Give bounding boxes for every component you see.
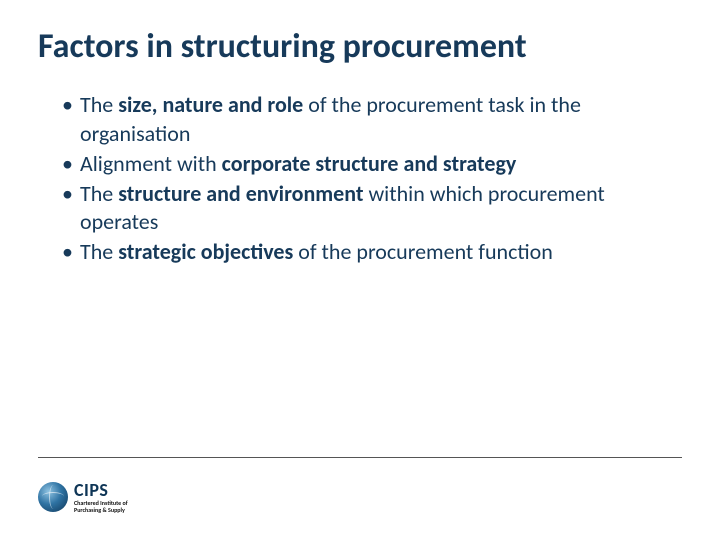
logo-subtitle-line2: Purchasing & Supply (74, 507, 128, 514)
logo-subtitle-line1: Chartered Institute of (74, 500, 128, 507)
bullet-item: The size, nature and role of the procure… (62, 91, 682, 147)
logo-text-block: CIPS Chartered Institute of Purchasing &… (74, 481, 128, 514)
logo-acronym: CIPS (74, 481, 128, 499)
bullet-text-pre: The (80, 91, 118, 118)
bullet-text-bold: size, nature and role (118, 91, 308, 118)
bullet-text-bold: corporate structure and strategy (222, 150, 517, 177)
bullet-text-bold: structure and environment (118, 180, 368, 207)
bullet-text-post: of the procurement function (298, 238, 553, 265)
bullet-list: The size, nature and role of the procure… (38, 91, 682, 266)
slide-title: Factors in structuring procurement (38, 28, 682, 65)
bullet-item: The structure and environment within whi… (62, 180, 682, 236)
bullet-text-bold: strategic objectives (118, 238, 298, 265)
globe-icon (38, 482, 68, 512)
divider-line (38, 457, 682, 458)
bullet-text-pre: The (80, 238, 118, 265)
cips-logo: CIPS Chartered Institute of Purchasing &… (38, 481, 128, 514)
slide: Factors in structuring procurement The s… (0, 0, 720, 540)
bullet-item: Alignment with corporate structure and s… (62, 150, 682, 178)
bullet-text-pre: The (80, 180, 118, 207)
bullet-text-pre: Alignment with (80, 150, 222, 177)
bullet-item: The strategic objectives of the procurem… (62, 238, 682, 266)
